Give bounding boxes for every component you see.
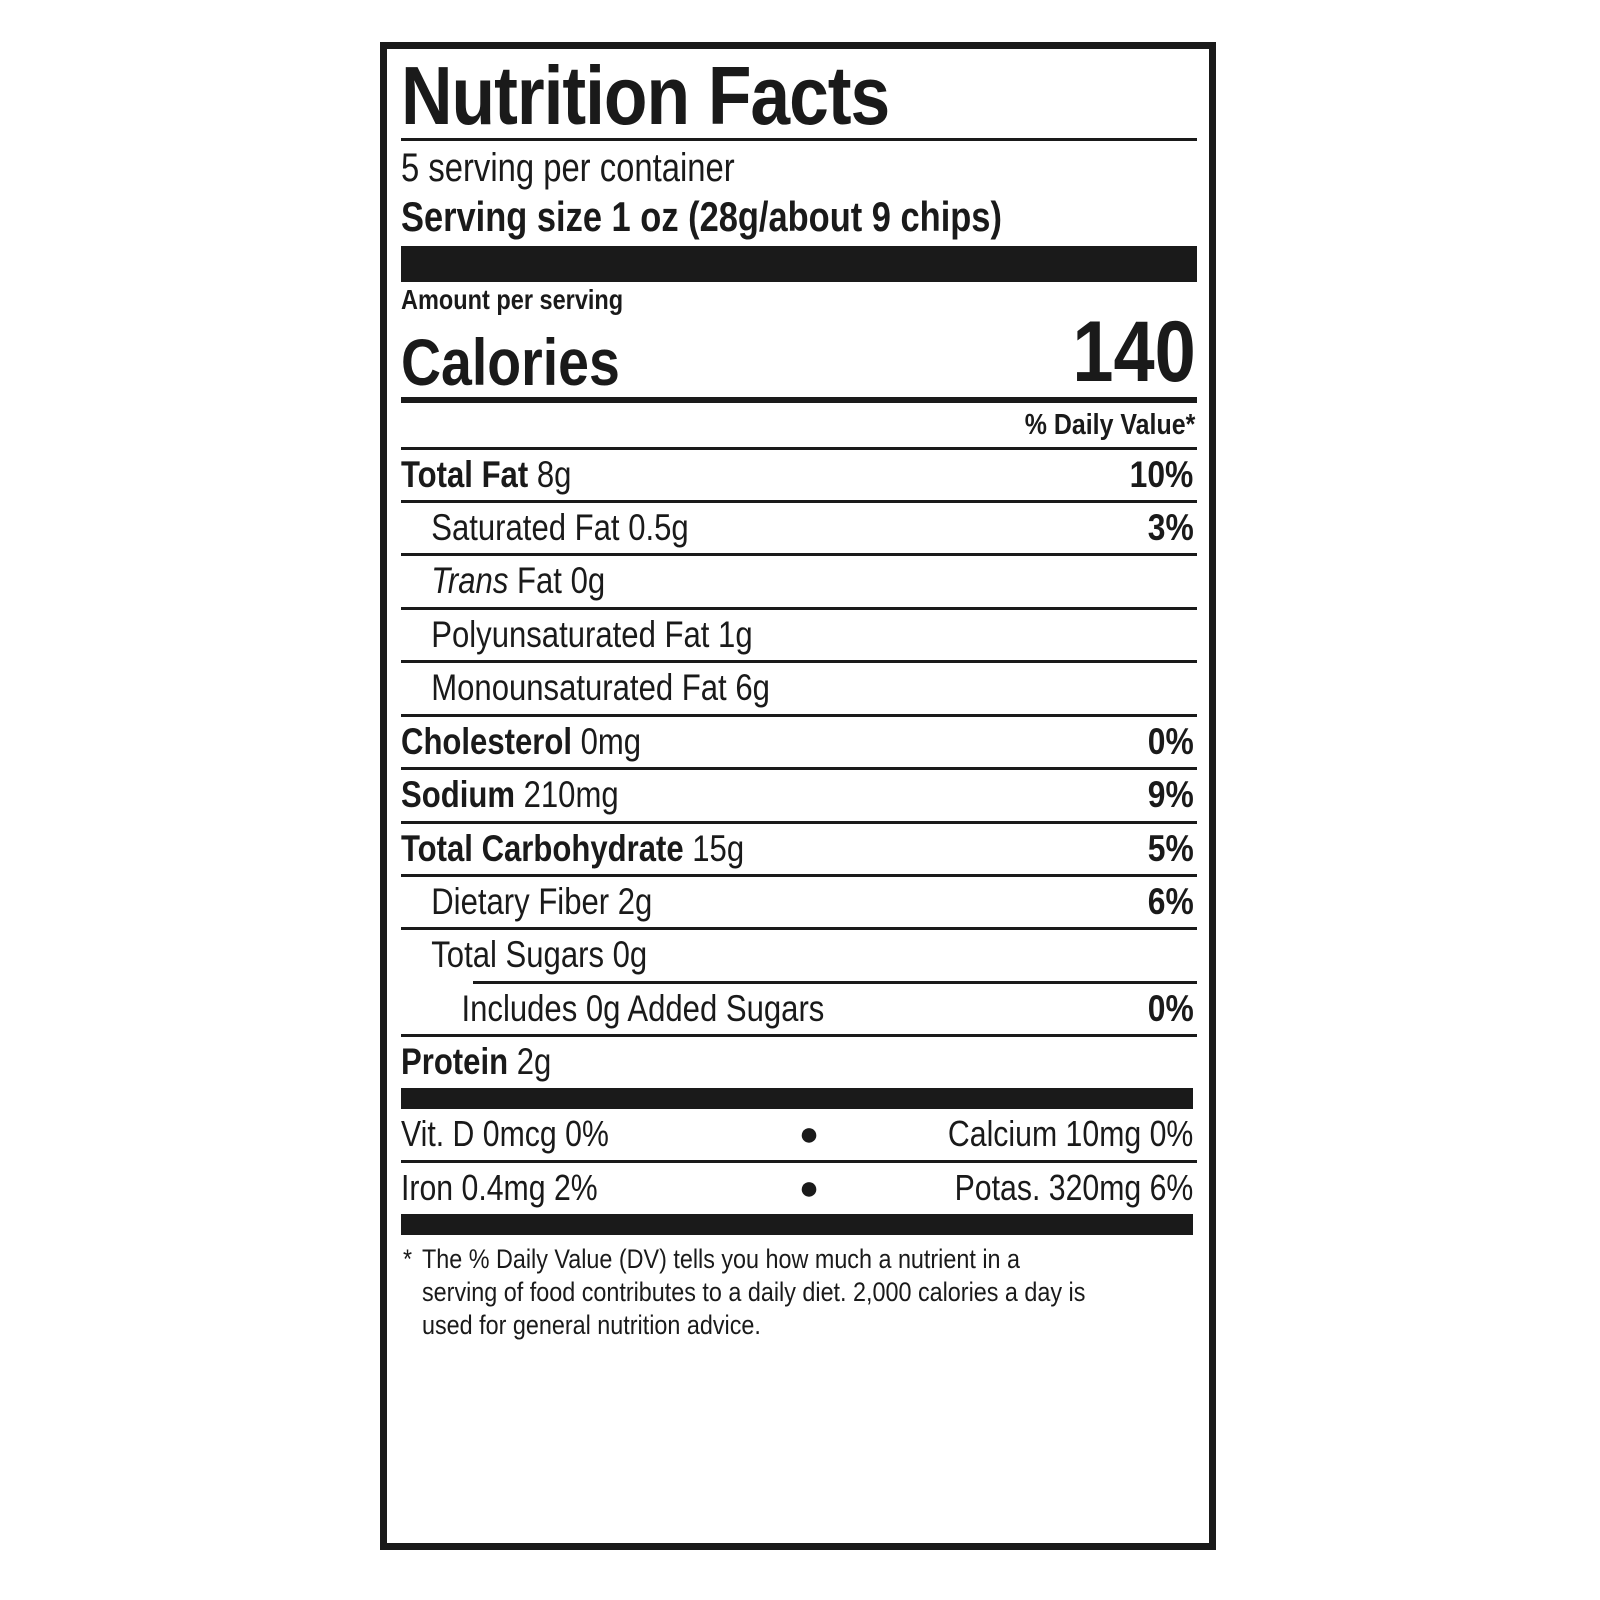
daily-value-header: % Daily Value* [1024, 408, 1196, 441]
nutrient-amount: 8g [528, 453, 572, 495]
row-separator [401, 606, 1197, 610]
page-title: Nutrition Facts [401, 49, 890, 142]
title-block: Nutrition Facts 5 serving per container … [401, 49, 1197, 246]
vitamin-row: Iron 0.4mg 2% ● Potas. 320mg 6% [401, 1163, 1197, 1214]
nutrient-label-text: Total Carbohydrate [401, 827, 684, 869]
nutrition-facts-label: Nutrition Facts 5 serving per container … [380, 42, 1216, 1550]
nutrient-amount: 1g [709, 613, 753, 655]
amount-per-serving-label: Amount per serving [401, 284, 624, 316]
nutrient-row: Sodium 210mg 9% [401, 770, 1197, 820]
vitamin-right: Calcium 10mg 0% [947, 1112, 1194, 1154]
nutrient-row: Includes 0g Added Sugars 0% [401, 984, 1197, 1034]
divider-above-footnote [401, 1214, 1193, 1236]
nutrient-table: Total Fat 8g 10% Saturated Fat 0.5g 3% Trans… [401, 446, 1197, 1088]
nutrient-label-text: Dietary Fiber [431, 881, 610, 923]
nutrient-amount: 0.5g [619, 506, 689, 548]
vitamin-row-separator [401, 1160, 1197, 1164]
nutrient-amount: 6g [726, 667, 770, 709]
row-separator [401, 499, 1197, 503]
nutrient-name: Monounsaturated Fat 6g [401, 667, 770, 708]
nutrient-name: Trans Fat 0g [401, 560, 605, 601]
footnote: * The % Daily Value (DV) tells you how m… [401, 1235, 1197, 1342]
row-separator [401, 767, 1197, 771]
nutrient-label-text: Monounsaturated Fat [431, 667, 727, 709]
nutrient-amount: 0g [604, 934, 648, 976]
nutrient-amount: 15g [683, 827, 745, 869]
footnote-text: The % Daily Value (DV) tells you how muc… [421, 1244, 1085, 1341]
row-separator [401, 713, 1197, 717]
calories-value: 140 [1071, 304, 1196, 401]
divider-below-calories [401, 396, 1197, 403]
nutrient-name: Protein 2g [401, 1041, 551, 1082]
nutrient-label-text: Polyunsaturated Fat [431, 613, 710, 655]
nutrient-label-text: Protein [401, 1041, 509, 1083]
calories-block: Amount per serving Calories 140 [401, 282, 1197, 396]
row-separator [401, 1034, 1197, 1038]
nutrient-label-text: Trans [431, 560, 509, 602]
row-separator [401, 660, 1197, 664]
nutrient-amount: 210mg [514, 774, 619, 816]
row-separator [401, 874, 1197, 878]
nutrient-daily-value: 6% [1147, 881, 1194, 923]
nutrient-daily-value: 5% [1147, 827, 1194, 869]
nutrient-name: Sodium 210mg [401, 774, 619, 815]
nutrient-name: Total Carbohydrate 15g [401, 828, 744, 869]
thick-divider-top [401, 246, 1197, 283]
nutrient-row: Total Carbohydrate 15g 5% [401, 824, 1197, 874]
nutrient-row: Saturated Fat 0.5g 3% [401, 503, 1197, 553]
row-separator [401, 927, 1197, 931]
nutrient-name: Total Fat 8g [401, 454, 571, 495]
nutrient-label-text: Cholesterol [401, 720, 572, 762]
nutrient-label-text: Total Sugars [431, 934, 605, 976]
calories-label: Calories [401, 324, 620, 399]
nutrient-row: Protein 2g [401, 1037, 1197, 1087]
title-underline [401, 137, 1197, 141]
servings-per-container: 5 serving per container [401, 145, 735, 190]
vitamin-left: Vit. D 0mcg 0% [401, 1112, 609, 1154]
nutrient-row: Dietary Fiber 2g 6% [401, 877, 1197, 927]
nutrient-daily-value: 10% [1129, 453, 1194, 495]
nutrient-daily-value: 3% [1147, 506, 1194, 548]
row-separator [401, 820, 1197, 824]
nutrient-row: Trans Fat 0g [401, 556, 1197, 606]
nutrient-amount: 0mg [571, 720, 642, 762]
nutrient-name: Polyunsaturated Fat 1g [401, 613, 753, 655]
nutrient-amount: Fat 0g [508, 560, 606, 602]
nutrient-label-text: Saturated Fat [431, 506, 620, 548]
nutrient-row: Total Sugars 0g [401, 930, 1197, 980]
row-separator [401, 553, 1197, 557]
nutrient-amount: 2g [508, 1041, 552, 1083]
nutrient-name: Cholesterol 0mg [401, 721, 641, 762]
nutrient-row: Polyunsaturated Fat 1g [401, 610, 1197, 660]
vitamin-right: Potas. 320mg 6% [954, 1167, 1194, 1209]
nutrient-row: Total Fat 8g 10% [401, 450, 1197, 500]
nutrient-amount: 2g [609, 881, 653, 923]
row-separator [473, 980, 1197, 984]
vitamin-left: Iron 0.4mg 2% [401, 1167, 598, 1209]
divider-above-vitamins [401, 1087, 1193, 1109]
nutrient-label-text: Sodium [401, 774, 515, 816]
calories-row: Calories 140 [401, 304, 1197, 401]
nutrient-name: Includes 0g Added Sugars [401, 988, 824, 1029]
nutrient-row: Cholesterol 0mg 0% [401, 717, 1197, 767]
row-separator [401, 446, 1197, 450]
nutrient-row: Monounsaturated Fat 6g [401, 663, 1197, 713]
nutrient-label-text: Includes 0g Added Sugars [461, 987, 825, 1029]
nutrient-name: Dietary Fiber 2g [401, 881, 652, 922]
nutrient-label-text: Total Fat [401, 453, 529, 495]
nutrient-daily-value: 0% [1147, 720, 1194, 762]
nutrient-daily-value: 0% [1147, 987, 1194, 1029]
vitamin-row: Vit. D 0mcg 0% ● Calcium 10mg 0% [401, 1109, 1197, 1160]
nutrient-daily-value: 9% [1147, 774, 1194, 816]
serving-size: Serving size 1 oz (28g/about 9 chips) [401, 193, 1002, 241]
nutrient-name: Total Sugars 0g [401, 934, 647, 975]
bullet-icon: ● [798, 1114, 820, 1153]
bullet-icon: ● [798, 1169, 820, 1208]
footnote-asterisk: * [403, 1244, 413, 1275]
nutrient-name: Saturated Fat 0.5g [401, 506, 689, 548]
vitamin-table: Vit. D 0mcg 0% ● Calcium 10mg 0% Iron 0.4mg… [401, 1109, 1197, 1215]
